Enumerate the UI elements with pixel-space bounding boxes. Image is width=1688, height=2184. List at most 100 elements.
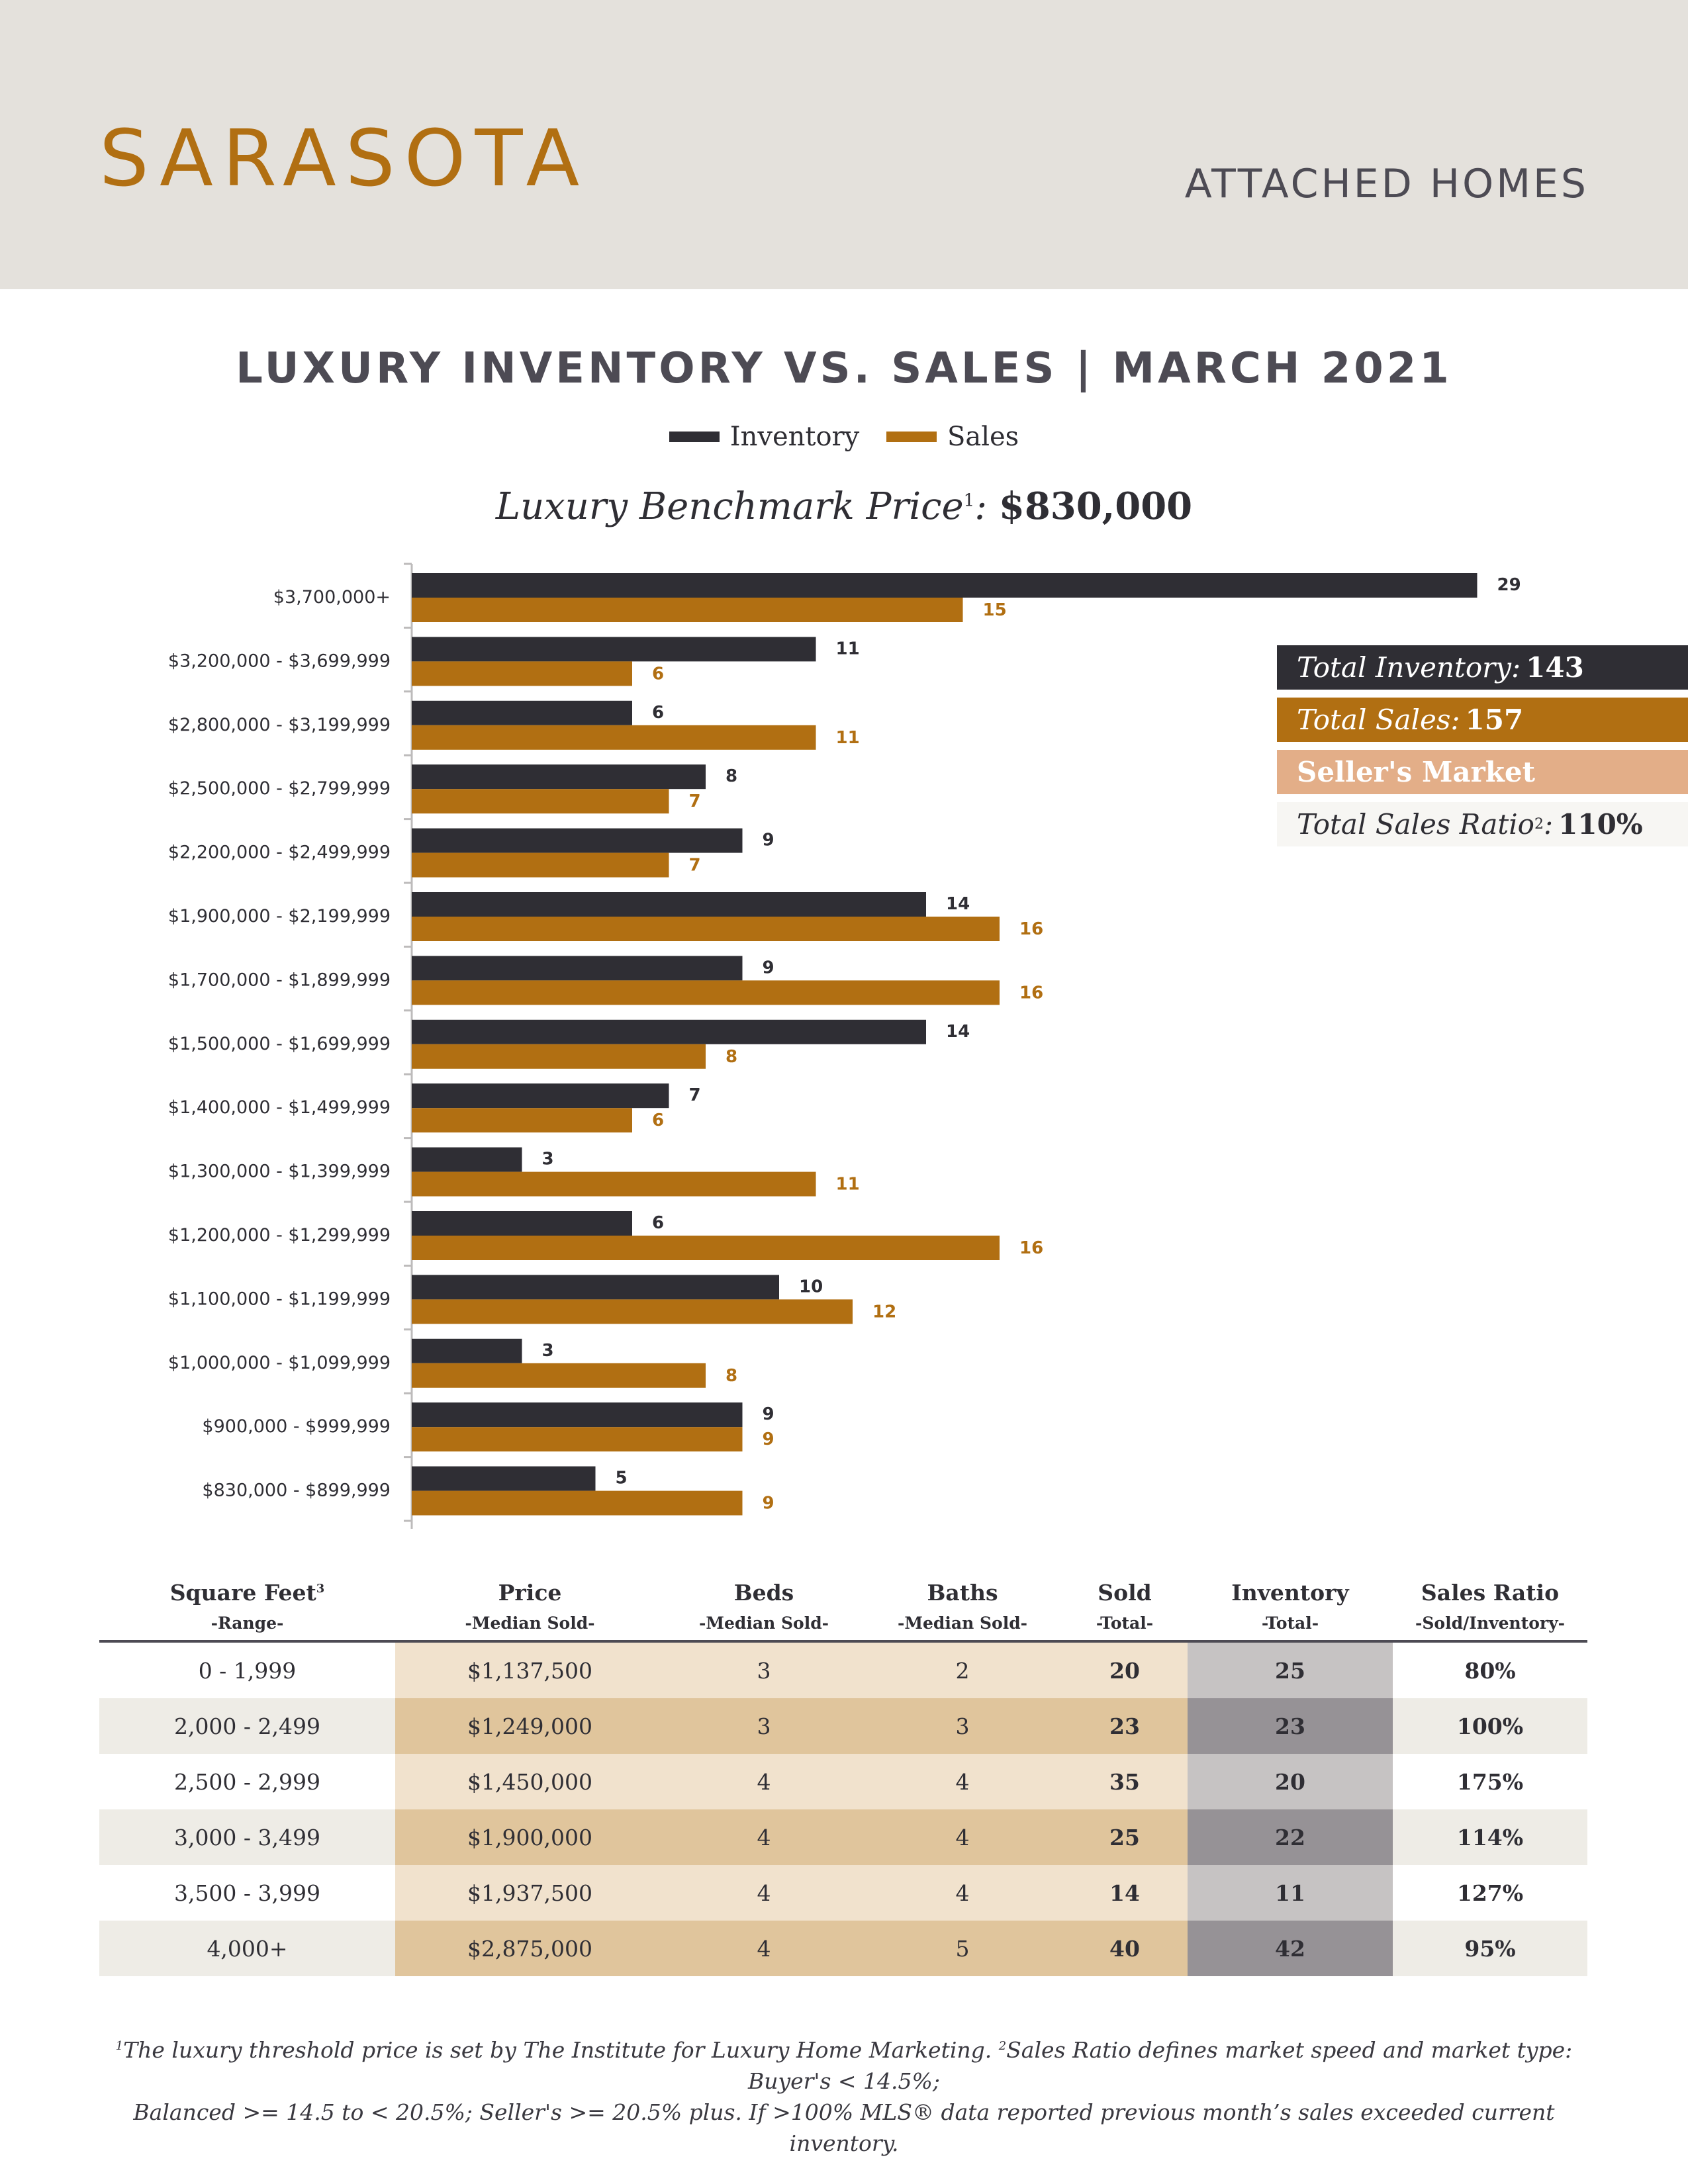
- square-feet-table: Square Feet3 Price Beds Baths Sold Inven…: [99, 1569, 1587, 1976]
- total-sales-label: Total Sales:: [1297, 704, 1460, 736]
- total-sales-ratio-footnote-mark: 2: [1534, 816, 1544, 833]
- table-body: 0 - 1,999 $1,137,500 3 2 20 25 80% 2,000 - 2,49…: [99, 1641, 1587, 1976]
- cell-sales-ratio: 127%: [1393, 1865, 1587, 1921]
- data-label-sales: 12: [872, 1302, 896, 1322]
- cell-price: $2,875,000: [395, 1921, 665, 1976]
- data-label-inventory: 7: [689, 1085, 701, 1105]
- data-label-sales: 16: [1019, 983, 1043, 1003]
- bar-inventory: [412, 1402, 743, 1428]
- data-label-inventory: 14: [946, 894, 970, 914]
- category-label: $1,400,000 - $1,499,999: [168, 1097, 391, 1118]
- legend-item-sales: Sales: [886, 422, 1019, 452]
- legend-swatch-sales: [886, 432, 937, 442]
- bar-sales: [412, 661, 632, 686]
- legend-swatch-inventory: [669, 432, 720, 442]
- cell-square-feet: 3,000 - 3,499: [99, 1809, 395, 1865]
- bar-inventory: [412, 956, 743, 981]
- footnote-mark-2: 2: [998, 2039, 1007, 2053]
- city-title: SARASOTA: [99, 113, 589, 204]
- category-label: $1,300,000 - $1,399,999: [168, 1161, 391, 1182]
- benchmark-value: $830,000: [998, 484, 1193, 528]
- benchmark-footnote-mark: 1: [963, 490, 975, 511]
- cell-inventory: 11: [1188, 1865, 1393, 1921]
- cell-beds: 3: [665, 1698, 863, 1754]
- total-inventory: Total Inventory: 143: [1277, 645, 1688, 690]
- col-sub-baths: -Median Sold-: [863, 1606, 1062, 1643]
- cell-inventory: 42: [1188, 1921, 1393, 1976]
- cell-price: $1,900,000: [395, 1809, 665, 1865]
- cell-sales-ratio: 100%: [1393, 1698, 1587, 1754]
- data-label-sales: 9: [763, 1494, 774, 1514]
- data-label-inventory: 14: [946, 1022, 970, 1042]
- bar-inventory: [412, 700, 632, 725]
- category-label: $830,000 - $899,999: [202, 1480, 391, 1501]
- bar-inventory: [412, 764, 706, 790]
- category-label: $2,200,000 - $2,499,999: [168, 842, 391, 863]
- cell-beds: 4: [665, 1754, 863, 1809]
- col-header-sales-ratio: Sales Ratio: [1421, 1580, 1560, 1606]
- data-label-inventory: 6: [652, 703, 664, 723]
- legend-label-sales: Sales: [947, 422, 1019, 452]
- cell-price: $1,249,000: [395, 1698, 665, 1754]
- benchmark-label: Luxury Benchmark Price: [495, 485, 964, 528]
- category-label: $1,100,000 - $1,199,999: [168, 1289, 391, 1309]
- bar-sales: [412, 1363, 706, 1388]
- bar-sales: [412, 1427, 743, 1452]
- cell-square-feet: 3,500 - 3,999: [99, 1865, 395, 1921]
- cell-sold: 25: [1062, 1809, 1188, 1865]
- bar-inventory: [412, 892, 926, 917]
- segment-title: ATTACHED HOMES: [1184, 161, 1589, 207]
- cell-sales-ratio: 95%: [1393, 1921, 1587, 1976]
- category-label: $3,200,000 - $3,699,999: [168, 651, 391, 671]
- cell-sold: 20: [1062, 1641, 1188, 1698]
- col-sub-beds: -Median Sold-: [665, 1606, 863, 1643]
- col-header-inventory: Inventory: [1231, 1580, 1349, 1606]
- bar-sales: [412, 789, 669, 814]
- table-row: 2,000 - 2,499 $1,249,000 3 3 23 23 100%: [99, 1698, 1587, 1754]
- data-label-inventory: 29: [1497, 575, 1521, 595]
- bar-inventory: [412, 1338, 522, 1363]
- totals-panel: Total Inventory: 143 Total Sales: 157 Se…: [1277, 645, 1688, 854]
- legend-item-inventory: Inventory: [669, 422, 859, 452]
- bar-sales: [412, 1044, 706, 1069]
- data-label-inventory: 9: [763, 831, 774, 850]
- category-label: $2,500,000 - $2,799,999: [168, 778, 391, 799]
- bar-sales: [412, 852, 669, 878]
- cell-baths: 3: [863, 1698, 1062, 1754]
- footnote-mark-1: 1: [115, 2039, 124, 2053]
- bar-sales: [412, 1108, 632, 1133]
- data-label-sales: 7: [689, 792, 701, 811]
- market-type-badge: Seller's Market: [1277, 750, 1688, 794]
- data-label-inventory: 10: [799, 1277, 823, 1297]
- data-label-sales: 16: [1019, 1238, 1043, 1258]
- cell-square-feet: 0 - 1,999: [99, 1641, 395, 1698]
- bar-inventory: [412, 828, 743, 853]
- cell-price: $1,137,500: [395, 1641, 665, 1698]
- cell-sold: 40: [1062, 1921, 1188, 1976]
- total-sales-ratio-label: Total Sales Ratio: [1297, 808, 1534, 841]
- category-label: $2,800,000 - $3,199,999: [168, 715, 391, 735]
- table-row: 3,000 - 3,499 $1,900,000 4 4 25 22 114%: [99, 1809, 1587, 1865]
- bar-sales: [412, 917, 1000, 941]
- category-label: $1,000,000 - $1,099,999: [168, 1353, 391, 1373]
- data-label-sales: 8: [726, 1366, 737, 1386]
- bar-inventory: [412, 1147, 522, 1172]
- bar-sales: [412, 1236, 1000, 1260]
- bar-sales: [412, 598, 963, 622]
- data-label-inventory: 9: [763, 1404, 774, 1424]
- cell-sold: 14: [1062, 1865, 1188, 1921]
- header-band: SARASOTA ATTACHED HOMES: [0, 0, 1688, 289]
- footnote-text-1: The luxury threshold price is set by The…: [123, 2037, 999, 2063]
- col-header-price: Price: [498, 1580, 562, 1606]
- category-label: $1,500,000 - $1,699,999: [168, 1034, 391, 1054]
- cell-price: $1,937,500: [395, 1865, 665, 1921]
- category-label: $1,700,000 - $1,899,999: [168, 970, 391, 990]
- category-label: $1,900,000 - $2,199,999: [168, 906, 391, 927]
- cell-baths: 5: [863, 1921, 1062, 1976]
- data-label-sales: 7: [689, 856, 701, 876]
- table-subheader-row: -Range- -Median Sold- -Median Sold- -Med…: [99, 1606, 1587, 1643]
- data-label-sales: 6: [652, 1111, 664, 1130]
- bar-inventory: [412, 1466, 596, 1491]
- col-header-square-feet: Square Feet3: [169, 1580, 325, 1606]
- chart-legend: Inventory Sales: [0, 418, 1688, 452]
